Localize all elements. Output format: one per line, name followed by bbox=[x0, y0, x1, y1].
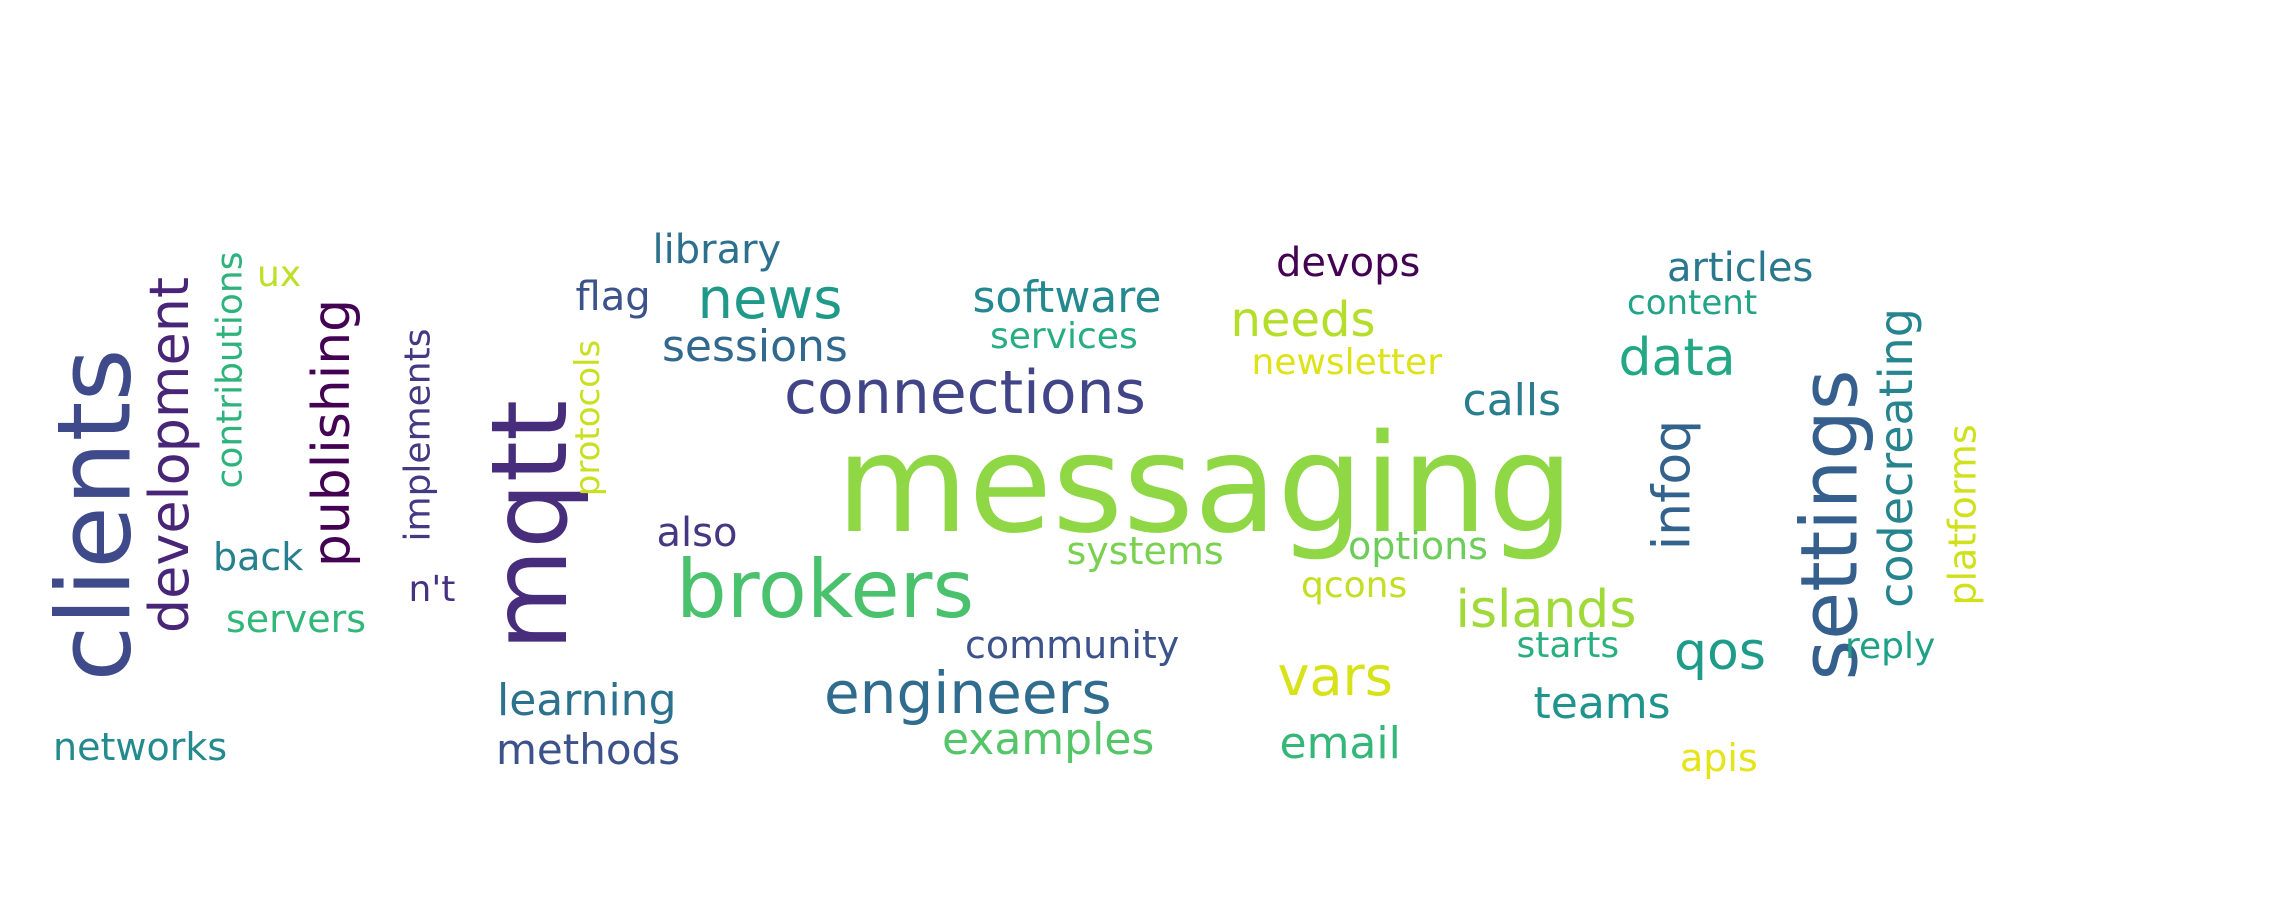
word-27: options bbox=[1348, 524, 1488, 568]
word-25: articles bbox=[1667, 245, 1814, 291]
word-31: implements bbox=[396, 328, 438, 542]
word-44: content bbox=[1627, 283, 1758, 323]
word-43: ux bbox=[257, 254, 302, 295]
word-23: examples bbox=[942, 714, 1155, 765]
word-5: connections bbox=[784, 358, 1146, 428]
word-29: platforms bbox=[1940, 424, 1985, 606]
outline-slot-left bbox=[180, 640, 440, 676]
word-32: protocols bbox=[568, 339, 609, 497]
outline-slot-stem bbox=[1138, 604, 1238, 620]
word-38: also bbox=[656, 510, 738, 556]
word-36: services bbox=[990, 316, 1138, 357]
word-26: community bbox=[965, 623, 1180, 667]
word-14: needs bbox=[1230, 292, 1376, 348]
word-33: devops bbox=[1276, 240, 1421, 286]
word-10: infoq bbox=[1641, 419, 1702, 551]
word-48: apis bbox=[1680, 736, 1758, 780]
word-11: islands bbox=[1455, 580, 1637, 640]
word-35: flag bbox=[575, 274, 651, 320]
word-45: starts bbox=[1516, 625, 1620, 666]
word-12: vars bbox=[1277, 645, 1393, 708]
word-15: qos bbox=[1674, 622, 1766, 682]
word-30: contributions bbox=[208, 251, 250, 489]
word-47: qcons bbox=[1301, 565, 1408, 606]
word-41: networks bbox=[53, 725, 228, 769]
outline-hole-middle bbox=[709, 418, 740, 511]
word-46: reply bbox=[1845, 626, 1936, 667]
word-37: newsletter bbox=[1251, 342, 1443, 383]
word-24: email bbox=[1279, 718, 1401, 769]
word-16: codecreating bbox=[1868, 308, 1923, 608]
word-20: methods bbox=[496, 725, 681, 774]
word-34: library bbox=[652, 227, 782, 273]
word-3: brokers bbox=[676, 543, 975, 636]
word-13: data bbox=[1618, 328, 1736, 388]
word-18: software bbox=[972, 272, 1162, 323]
word-9: news bbox=[697, 267, 843, 332]
word-17: sessions bbox=[662, 321, 848, 372]
outline-hole-left bbox=[261, 412, 288, 500]
word-0: messaging bbox=[836, 406, 1574, 564]
outline-slot-center bbox=[632, 640, 810, 680]
word-21: teams bbox=[1533, 678, 1671, 729]
word-6: engineers bbox=[824, 659, 1112, 727]
word-19: learning bbox=[497, 675, 677, 726]
word-22: calls bbox=[1462, 375, 1562, 426]
word-2: clients bbox=[35, 348, 155, 682]
word-8: publishing bbox=[302, 298, 363, 568]
word-42: n't bbox=[408, 569, 456, 610]
word-1: mqtt bbox=[468, 399, 591, 651]
word-7: development bbox=[138, 276, 202, 634]
word-40: servers bbox=[226, 597, 367, 641]
outline-hole-right bbox=[1721, 420, 1753, 608]
word-28: systems bbox=[1066, 529, 1224, 573]
word-39: back bbox=[213, 535, 304, 579]
